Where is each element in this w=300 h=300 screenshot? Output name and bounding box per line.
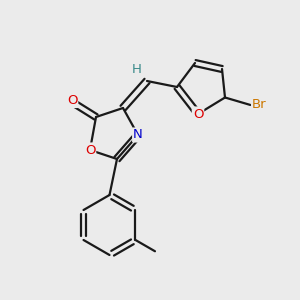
Text: H: H bbox=[132, 63, 141, 76]
Text: Br: Br bbox=[252, 98, 267, 112]
Text: O: O bbox=[67, 94, 77, 107]
Text: O: O bbox=[193, 107, 203, 121]
Text: O: O bbox=[85, 143, 95, 157]
Text: N: N bbox=[133, 128, 143, 142]
